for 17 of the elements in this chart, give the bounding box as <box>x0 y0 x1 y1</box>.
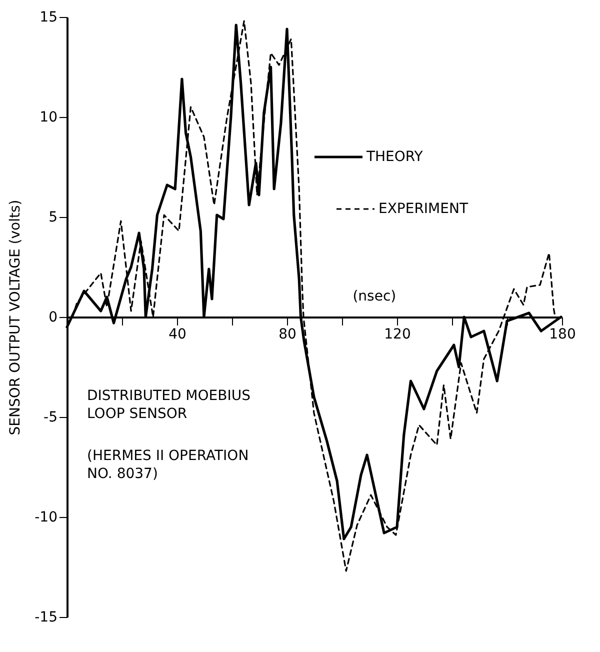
annotation: DISTRIBUTED MOEBIUS LOOP SENSOR <box>87 388 251 422</box>
y-tick-label: -10 <box>34 510 58 526</box>
x-tick-label: 120 <box>384 326 411 342</box>
y-tick-label: -15 <box>34 610 58 626</box>
legend-label: EXPERIMENT <box>378 201 468 217</box>
y-axis-title: SENSOR OUTPUT VOLTAGE (volts) <box>8 200 24 436</box>
y-tick-label: 15 <box>40 10 58 26</box>
y-tick-label: 10 <box>40 110 58 126</box>
y-tick-label: 5 <box>48 210 58 226</box>
x-tick-label: 80 <box>278 326 296 342</box>
annotation: (HERMES II OPERATION NO. 8037) <box>87 448 249 482</box>
x-tick-label: 40 <box>168 326 186 342</box>
y-tick-label: -5 <box>44 410 58 426</box>
y-tick-label: 0 <box>48 310 58 326</box>
x-axis-title: (nsec) <box>352 288 396 304</box>
x-tick-label: 180 <box>549 326 576 342</box>
legend-label: THEORY <box>365 149 424 165</box>
